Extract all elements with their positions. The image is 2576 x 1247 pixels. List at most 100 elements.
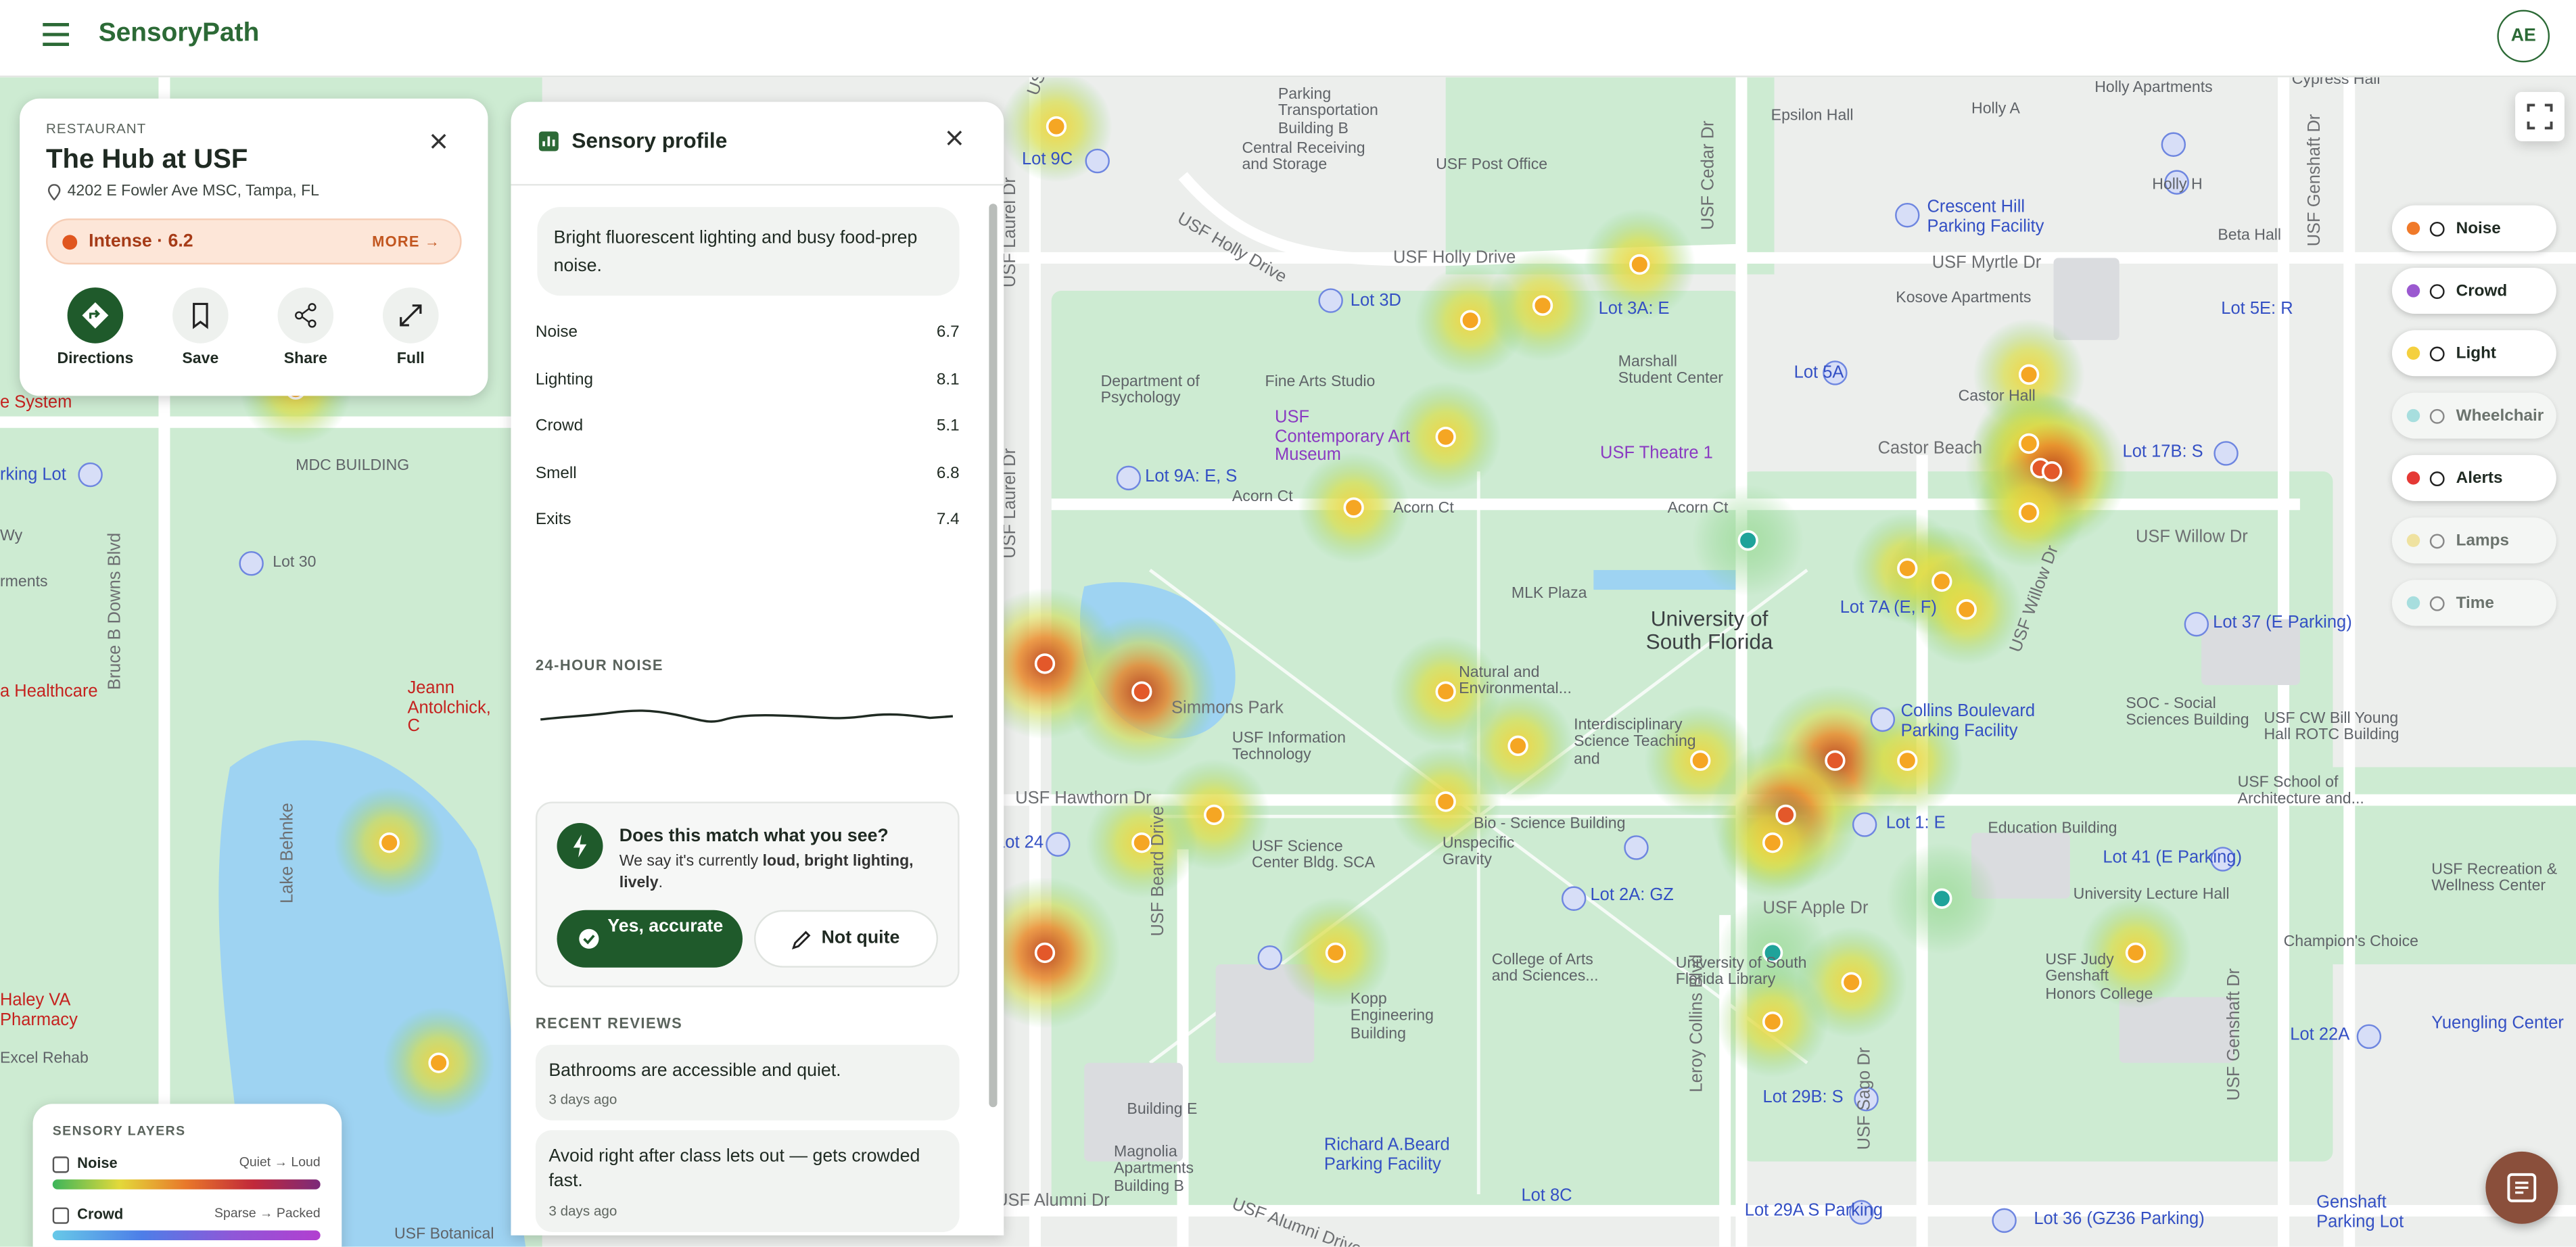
place-marker[interactable] bbox=[1343, 497, 1364, 518]
no-button[interactable]: Not quite bbox=[754, 910, 939, 968]
scrollbar[interactable] bbox=[989, 204, 998, 1108]
map-label: College of Arts and Sciences... bbox=[1491, 951, 1599, 987]
place-marker[interactable] bbox=[1532, 295, 1553, 316]
place-marker[interactable] bbox=[1762, 832, 1783, 853]
map-label: Building E bbox=[1127, 1100, 1198, 1119]
place-marker[interactable] bbox=[1897, 558, 1918, 579]
place-marker[interactable] bbox=[1956, 599, 1977, 620]
place-marker[interactable] bbox=[1046, 116, 1067, 137]
map-label: Excel Rehab bbox=[0, 1050, 89, 1068]
place-marker[interactable] bbox=[1931, 571, 1952, 592]
parking-icon bbox=[2210, 847, 2235, 872]
action-button[interactable] bbox=[172, 287, 229, 344]
place-marker[interactable] bbox=[1034, 942, 1056, 964]
map-label: USF Laurel Dr bbox=[1000, 177, 1021, 288]
place-marker[interactable] bbox=[2018, 502, 2040, 523]
action-button[interactable] bbox=[277, 287, 334, 344]
place-marker[interactable] bbox=[1629, 254, 1650, 275]
map-label: Castor Beach bbox=[1877, 438, 1983, 458]
map-label: Parking Transportation Building B bbox=[1278, 85, 1378, 138]
layer-toggle[interactable]: Time bbox=[2391, 580, 2556, 626]
layer-toggle[interactable]: Crowd bbox=[2391, 267, 2556, 314]
map-label: MDC BUILDING bbox=[296, 456, 410, 475]
assistant-button[interactable] bbox=[2485, 1151, 2558, 1224]
layer-toggle[interactable]: Noise bbox=[2391, 205, 2556, 252]
feedback-text: We say it's currently loud, bright light… bbox=[619, 853, 945, 895]
map-label: rments bbox=[0, 573, 48, 592]
place-marker[interactable] bbox=[2041, 461, 2063, 482]
toggle-dot bbox=[2406, 408, 2420, 423]
place-marker[interactable] bbox=[2018, 364, 2040, 385]
layer-toggle[interactable]: Lamps bbox=[2391, 517, 2556, 564]
layer-toggle[interactable]: Alerts bbox=[2391, 454, 2556, 501]
place-marker[interactable] bbox=[1459, 310, 1481, 331]
map-label: USF Beard Drive bbox=[1148, 805, 1169, 937]
text: . bbox=[658, 873, 663, 892]
place-marker[interactable] bbox=[1435, 426, 1456, 448]
avatar[interactable]: AE bbox=[2497, 9, 2550, 63]
place-marker[interactable] bbox=[1737, 530, 1758, 551]
place-marker[interactable] bbox=[379, 832, 400, 853]
place-marker[interactable] bbox=[2018, 433, 2040, 454]
reviews-heading: RECENT REVIEWS bbox=[535, 1015, 683, 1032]
place-marker[interactable] bbox=[1762, 942, 1783, 964]
place-marker[interactable] bbox=[1931, 888, 1952, 909]
map-label: Magnolia Apartments Building B bbox=[1113, 1143, 1194, 1196]
map-label: Holly Apartments bbox=[2094, 78, 2213, 97]
address: 4202 E Fowler Ave MSC, Tampa, FL bbox=[67, 182, 320, 201]
profile-row: Noise 6.7 bbox=[536, 324, 960, 342]
place-marker[interactable] bbox=[1825, 750, 1846, 771]
action-button[interactable] bbox=[67, 287, 124, 344]
parking-icon bbox=[1895, 203, 1920, 228]
map-label: rking Lot bbox=[0, 465, 66, 485]
map-label: e System bbox=[0, 392, 72, 413]
toggle-dot bbox=[2406, 471, 2420, 485]
place-marker[interactable] bbox=[1203, 804, 1225, 826]
toggle-icon bbox=[2429, 220, 2445, 236]
place-marker[interactable] bbox=[1897, 750, 1918, 771]
place-marker[interactable] bbox=[1762, 1011, 1783, 1033]
rating-pill[interactable]: Intense · 6.2 MORE → bbox=[46, 218, 462, 265]
map-label: Cypress Hall bbox=[2291, 77, 2381, 89]
map-label: University Lecture Hall bbox=[2073, 885, 2230, 904]
action-icon bbox=[82, 302, 109, 329]
toggle-icon bbox=[2429, 408, 2445, 423]
place-marker[interactable] bbox=[1435, 681, 1456, 702]
place-marker[interactable] bbox=[2125, 942, 2147, 964]
layer-toggle[interactable]: Light bbox=[2391, 330, 2556, 377]
map-label: Haley VA Pharmacy bbox=[0, 990, 78, 1030]
place-marker[interactable] bbox=[1034, 653, 1056, 674]
map-label: Richard A.Beard Parking Facility bbox=[1324, 1135, 1450, 1174]
yes-button[interactable]: Yes, accurate bbox=[557, 910, 743, 968]
place-marker[interactable] bbox=[1325, 942, 1346, 964]
menu-button[interactable] bbox=[43, 23, 70, 47]
place-marker[interactable] bbox=[1507, 735, 1528, 757]
place-marker[interactable] bbox=[1841, 972, 1862, 993]
row-value: 6.8 bbox=[936, 464, 960, 482]
map-label: Lot 5A bbox=[1794, 362, 1844, 383]
map-label: USF School of Architecture and... bbox=[2237, 774, 2364, 809]
close-button[interactable] bbox=[946, 130, 962, 146]
place-marker[interactable] bbox=[1775, 804, 1796, 826]
close-button[interactable] bbox=[430, 133, 446, 149]
place-marker[interactable] bbox=[1690, 750, 1711, 771]
place-marker[interactable] bbox=[1131, 832, 1152, 853]
place-marker[interactable] bbox=[1131, 681, 1152, 702]
no-label: Not quite bbox=[821, 928, 900, 948]
place-marker[interactable] bbox=[1435, 791, 1456, 812]
brand[interactable]: SensoryPath bbox=[98, 20, 260, 48]
fullscreen-button[interactable] bbox=[2515, 92, 2565, 141]
more-link[interactable]: MORE → bbox=[372, 233, 441, 250]
text: We say it's currently bbox=[619, 852, 763, 871]
map-label: USF Willow Dr bbox=[2006, 542, 2063, 655]
place-title: The Hub at USF bbox=[46, 144, 248, 174]
action-button[interactable] bbox=[383, 287, 439, 344]
review-text: Bathrooms are accessible and quiet. bbox=[548, 1061, 841, 1081]
profile-row: Crowd 5.1 bbox=[536, 417, 960, 436]
category: RESTAURANT bbox=[46, 120, 147, 137]
layer-toggle[interactable]: Wheelchair bbox=[2391, 392, 2556, 439]
map-label: Champion's Choice bbox=[2283, 933, 2418, 951]
noise-sparkline bbox=[540, 709, 954, 723]
layer-name: Crowd bbox=[77, 1206, 124, 1223]
place-marker[interactable] bbox=[428, 1052, 449, 1073]
